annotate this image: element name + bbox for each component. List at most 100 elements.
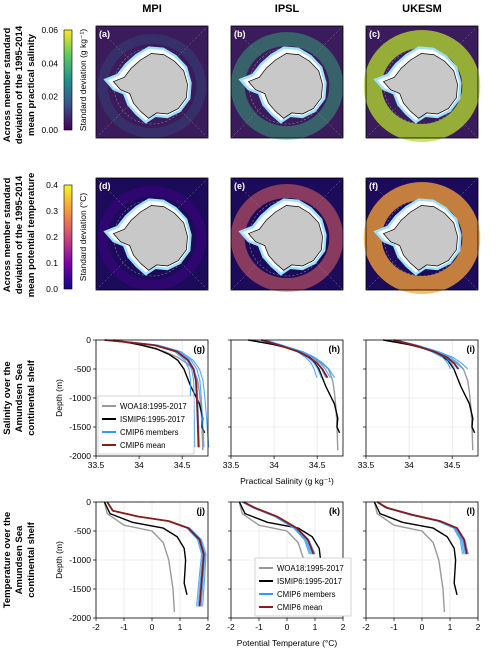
x-tick-label: 34.5 — [444, 460, 461, 470]
column-header-ipsl: IPSL — [275, 3, 300, 15]
legend: WOA18:1995-2017 ISMIP6:1995-2017 CMIP6 mem… — [97, 395, 195, 455]
series-line-cmip6-member — [241, 501, 316, 555]
panel-label: (j) — [197, 506, 206, 516]
legend-label: ISMIP6:1995-2017 — [120, 415, 185, 424]
legend-label: ISMIP6:1995-2017 — [277, 577, 342, 586]
profile-panel: 33.5 34 34.5 (h) — [223, 339, 344, 470]
svg-text:Across member standard: Across member standard — [2, 178, 13, 293]
profile-panel: -2 -1 0 1 2 (l) — [362, 501, 481, 632]
panel-label: (d) — [99, 181, 111, 191]
colorbar-temperature: 0.0 0.1 0.2 0.3 0.4 Standard deviation (… — [46, 180, 88, 294]
x-tick-label: 33.5 — [223, 460, 240, 470]
map-frame — [95, 25, 209, 139]
x-tick-label: 34.5 — [309, 460, 326, 470]
series-line-cmip6-mean — [243, 501, 315, 555]
x-tick-label: -2 — [92, 622, 100, 632]
y-tick-label: 0 — [86, 335, 91, 345]
profile-panel: 33.5 34 34.5 (i) — [358, 339, 479, 470]
panel-label: (e) — [234, 181, 245, 191]
column-header-mpi: MPI — [142, 3, 162, 15]
legend-label: WOA18:1995-2017 — [120, 402, 187, 411]
map-frame — [230, 25, 344, 139]
panel-label: (b) — [234, 29, 246, 39]
profile-panel: 33.5 34 34.5 0 -500 -1000 -1500 -2000 Depth (m) (… — [54, 335, 210, 470]
y-tick-label: -1500 — [69, 422, 91, 432]
map-antarctica — [382, 205, 458, 271]
map-panel: (f) — [363, 177, 481, 295]
y-tick-label: -1000 — [69, 555, 91, 565]
y-axis-label: Depth (m) — [54, 379, 64, 417]
map-variability-ring — [97, 33, 207, 139]
map-panel: (c) — [363, 25, 481, 143]
svg-text:Amundsen Sea: Amundsen Sea — [14, 363, 25, 432]
x-tick-label: -2 — [227, 622, 235, 632]
colorbar-salinity-tick: 0.06 — [41, 25, 58, 35]
row-label-salinity-map: Across member standard deviation of the … — [2, 25, 37, 144]
profile-panel: -2 -1 0 1 2 0 -500 -1000 -1500 -2000 Depth (m) (j) — [54, 497, 211, 632]
x-tick-label: 1 — [178, 622, 183, 632]
map-antarctica — [112, 53, 188, 119]
series-line-cmip6-member — [241, 501, 312, 555]
map-variability-ring — [363, 29, 481, 143]
row-label-salinity-profile: Salinity over the Amundsen Sea continent… — [2, 359, 37, 435]
x-tick-label: -2 — [362, 622, 370, 632]
colorbar-salinity-label: Standard deviation (g kg⁻¹) — [78, 29, 88, 131]
x-tick-label: 2 — [341, 622, 346, 632]
colorbar-temperature-tick: 0.4 — [46, 180, 58, 190]
svg-text:mean potential temperature: mean potential temperature — [26, 173, 37, 298]
series-line-woa18-1995-2017 — [103, 501, 176, 613]
map-variability-ring — [363, 181, 481, 295]
series-line-woa18-1995-2017 — [252, 339, 339, 451]
series-line-cmip6-member — [376, 501, 465, 555]
colorbar-salinity-tick: 0.04 — [41, 58, 58, 68]
series-line-ismip6-1995-2017 — [383, 339, 476, 434]
panel-label: (f) — [369, 181, 378, 191]
x-tick-label: 33.5 — [358, 460, 375, 470]
x-tick-label: 2 — [476, 622, 481, 632]
map-antarctica — [247, 53, 323, 119]
x-tick-label: 1 — [448, 622, 453, 632]
map-antarctica — [247, 205, 323, 271]
map-variability-ring — [230, 31, 344, 141]
colorbar-temperature-tick: 0.3 — [46, 206, 58, 216]
x-tick-label: 2 — [206, 622, 211, 632]
temperature-x-axis-label: Potential Temperature (°C) — [237, 638, 338, 648]
map-panels: (a) (b) (c) (d) (e) (f) — [95, 25, 481, 295]
x-tick-label: -1 — [390, 622, 398, 632]
legend: WOA18:1995-2017 ISMIP6:1995-2017 CMIP6 mem… — [254, 557, 352, 617]
legend-label: WOA18:1995-2017 — [277, 564, 344, 573]
map-antarctica — [382, 53, 458, 119]
series-line-woa18-1995-2017 — [373, 501, 446, 613]
colorbar-temperature-tick: 0.1 — [46, 258, 58, 268]
series-line-cmip6-mean — [376, 501, 468, 555]
x-tick-label: 1 — [313, 622, 318, 632]
colorbar-salinity-tick: 0.00 — [41, 125, 58, 135]
svg-text:deviation of the 1995-2014: deviation of the 1995-2014 — [14, 25, 25, 144]
colorbar-salinity-tick: 0.02 — [41, 92, 58, 102]
map-frame — [95, 177, 209, 291]
map-frame — [365, 177, 479, 291]
y-axis-label: Depth (m) — [54, 541, 64, 579]
legend-label: CMIP6 members — [277, 590, 336, 599]
map-panel: (b) — [230, 25, 344, 141]
salinity-x-axis-label: Practical Salinity (g kg⁻¹) — [240, 476, 334, 486]
series-line-ismip6-1995-2017 — [103, 501, 188, 595]
y-tick-label: -500 — [74, 526, 91, 536]
series-line-cmip6-member — [241, 501, 313, 555]
series-line-cmip6-member — [265, 339, 336, 379]
map-frame — [230, 177, 344, 291]
panel-label: (h) — [329, 344, 341, 354]
x-tick-label: -1 — [120, 622, 128, 632]
svg-text:continental shelf: continental shelf — [26, 359, 37, 435]
svg-text:mean practical salinity: mean practical salinity — [26, 33, 37, 136]
series-line-cmip6-mean — [260, 339, 329, 379]
panel-label: (a) — [99, 29, 110, 39]
legend-label: CMIP6 members — [120, 428, 179, 437]
svg-text:Amundsen Sea: Amundsen Sea — [14, 525, 25, 594]
x-tick-label: 33.5 — [88, 460, 105, 470]
map-antarctica — [112, 205, 188, 271]
y-tick-label: -1000 — [69, 393, 91, 403]
map-frame — [365, 25, 479, 139]
map-variability-ring — [97, 185, 207, 291]
